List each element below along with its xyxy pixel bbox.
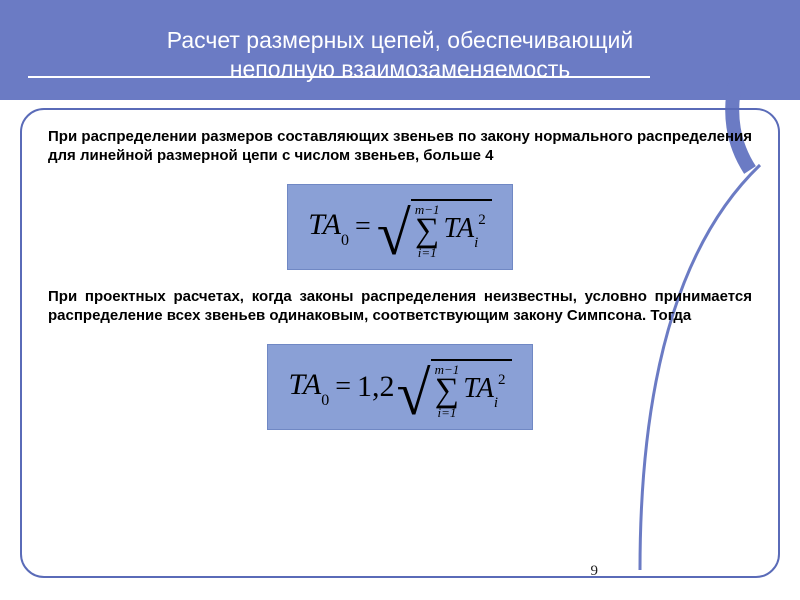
- f1-lhs-sym: TA: [308, 208, 341, 241]
- f2-term-sup: 2: [498, 372, 506, 388]
- sqrt-icon: √: [397, 373, 431, 438]
- f2-term-sym: TA: [463, 373, 494, 404]
- f2-sum: m−1 ∑ i=1: [435, 363, 460, 420]
- f1-lhs: TA0: [308, 208, 349, 246]
- f2-term-sub: i: [494, 395, 498, 411]
- sqrt-icon: √: [377, 213, 411, 278]
- paragraph-2: При проектных расчетах, когда законы рас…: [48, 288, 752, 326]
- f1-term-sub: i: [474, 235, 478, 251]
- f2-lower: i=1: [437, 406, 456, 419]
- sigma-icon: ∑: [435, 376, 459, 407]
- content-frame: При распределении размеров составляющих …: [20, 108, 780, 578]
- f2-eq: =: [335, 371, 351, 403]
- formula-2-row: TA0 = 1,2 √ m−1 ∑ i=1 TAi2: [48, 344, 752, 431]
- page-number: 9: [591, 563, 599, 580]
- f1-lower: i=1: [418, 246, 437, 259]
- paragraph-1: При распределении размеров составляющих …: [48, 128, 752, 166]
- f1-eq: =: [355, 211, 371, 243]
- title-line-2: неполную взаимозаменяемость: [230, 56, 571, 82]
- f1-term-sup: 2: [478, 212, 486, 228]
- f1-sum: m−1 ∑ i=1: [415, 203, 440, 260]
- slide-header: Расчет размерных цепей, обеспечивающий н…: [0, 0, 800, 100]
- formula-2: TA0 = 1,2 √ m−1 ∑ i=1 TAi2: [267, 344, 532, 431]
- f2-term: TAi2: [463, 373, 505, 409]
- title-line-1: Расчет размерных цепей, обеспечивающий: [167, 27, 633, 53]
- sigma-icon: ∑: [415, 216, 439, 247]
- f1-term: TAi2: [444, 213, 486, 249]
- f2-coef: 1,2: [357, 370, 395, 404]
- f2-lhs-sub: 0: [321, 392, 329, 409]
- formula-1-row: TA0 = √ m−1 ∑ i=1 TAi2: [48, 184, 752, 271]
- formula-1: TA0 = √ m−1 ∑ i=1 TAi2: [287, 184, 513, 271]
- header-underline: [28, 76, 650, 78]
- f2-lhs: TA0: [288, 368, 329, 406]
- f1-term-sym: TA: [444, 213, 475, 244]
- f2-sqrt-content: m−1 ∑ i=1 TAi2: [431, 359, 512, 420]
- f1-sqrt-content: m−1 ∑ i=1 TAi2: [411, 199, 492, 260]
- f1-lhs-sub: 0: [341, 232, 349, 249]
- f2-sqrt: √ m−1 ∑ i=1 TAi2: [397, 355, 512, 420]
- f2-lhs-sym: TA: [288, 368, 321, 401]
- f1-sqrt: √ m−1 ∑ i=1 TAi2: [377, 195, 492, 260]
